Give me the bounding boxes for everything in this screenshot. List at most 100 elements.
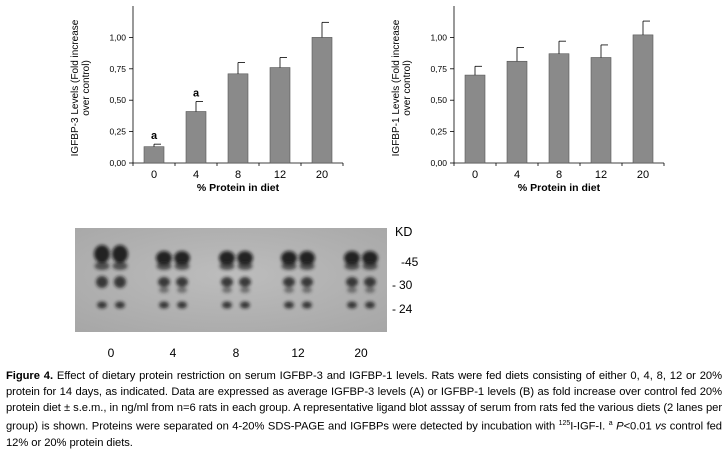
blot-band: [344, 262, 360, 270]
blot-band: [301, 277, 313, 287]
caption-text-4: control fed 12% or 20% protein diets.: [6, 421, 722, 449]
bar: [269, 67, 291, 164]
blot-band: [237, 251, 253, 265]
blot-band: [302, 301, 312, 309]
blot-band: [94, 245, 110, 263]
blot-band: [283, 277, 295, 287]
marker-label-30: 30: [399, 278, 413, 292]
lane-label: 8: [233, 346, 240, 360]
blot-band: [346, 277, 358, 287]
blot-band: [159, 301, 169, 309]
caption-sup-125: 125: [558, 420, 571, 428]
blot-band: [174, 262, 190, 270]
blot-band: [94, 262, 110, 270]
blot-band: [158, 277, 170, 287]
bar: [311, 37, 333, 164]
y-tick-label: 0,75: [430, 64, 447, 74]
bar: [227, 73, 249, 164]
blot-band: [112, 262, 128, 270]
blot-band: [114, 276, 126, 288]
x-tick-label: 8: [235, 169, 241, 181]
marker-label-45: 45: [405, 255, 419, 269]
blot-band: [281, 262, 297, 270]
marker-45: - 45: [401, 255, 419, 269]
blot-band: [174, 251, 190, 265]
blot-band: [364, 277, 376, 287]
bar: [506, 60, 528, 164]
chart-b-igfbp1: 0,00 0,25 0,50 0,75 1,00 0 4 8 12 20 % Protein in …: [391, 6, 665, 194]
blot-band: [176, 277, 188, 287]
x-tick-label: 4: [193, 169, 199, 181]
blot-band: [97, 301, 107, 309]
chart-a-igfbp3: 0,00 0,25 0,50 0,75 1,00 0 a 4 a 8 12 20 % Protein i…: [70, 6, 344, 194]
caption-text-2: I-IGF-I.: [570, 421, 609, 434]
ligand-blot: [75, 228, 387, 332]
x-tick-label: 12: [595, 169, 607, 181]
significance-annotation: a: [193, 87, 200, 99]
caption-p: P: [612, 421, 624, 434]
x-tick-label: 20: [637, 169, 649, 181]
caption-text-3: <0.01: [623, 421, 656, 434]
x-axis-label: % Protein in diet: [197, 182, 280, 194]
blot-band: [156, 251, 172, 265]
blot-band: [115, 301, 125, 309]
y-tick-label: 0,00: [109, 158, 126, 168]
lane-label: 0: [108, 346, 115, 360]
bar: [548, 53, 570, 164]
x-tick-label: 0: [472, 169, 478, 181]
figure-caption: Figure 4. Effect of dietary protein rest…: [6, 369, 722, 452]
blot-band: [240, 301, 250, 309]
y-tick-label: 1,00: [430, 32, 447, 42]
blot-band: [177, 301, 187, 309]
blot-band: [177, 287, 187, 293]
kd-label: KD: [395, 225, 412, 239]
blot-band: [156, 262, 172, 270]
blot-band: [281, 251, 297, 265]
blot-band: [284, 301, 294, 309]
y-tick-label: 0,75: [109, 64, 126, 74]
x-tick-label: 0: [151, 169, 157, 181]
figure-label: Figure 4.: [6, 370, 54, 382]
significance-annotation: a: [151, 130, 158, 142]
blot-band: [299, 262, 315, 270]
x-tick-label: 8: [556, 169, 562, 181]
caption-vs: vs: [655, 421, 667, 434]
blot-band: [344, 251, 360, 265]
blot-band: [240, 287, 250, 293]
y-axis-label: IGFBP-3 Levels (Fold increaseover contro…: [70, 19, 92, 156]
y-tick-label: 0,25: [109, 127, 126, 137]
blot-band: [96, 276, 108, 288]
marker-30: - 30: [392, 278, 413, 292]
bar: [143, 146, 165, 164]
blot-band: [299, 251, 315, 265]
lane-label: 4: [170, 346, 177, 360]
blot-band: [222, 287, 232, 293]
y-tick-label: 0,25: [430, 127, 447, 137]
blot-band: [237, 262, 253, 270]
marker-24: - 24: [392, 302, 413, 316]
bar: [185, 111, 207, 164]
y-tick-label: 1,00: [109, 32, 126, 42]
bar: [590, 57, 612, 164]
caption-sup-a: a: [608, 420, 613, 428]
blot-band: [347, 301, 357, 309]
y-tick-label: 0,00: [430, 158, 447, 168]
blot-band: [362, 262, 378, 270]
blot-band: [219, 251, 235, 265]
blot-band: [302, 287, 312, 293]
y-tick-label: 0,50: [109, 95, 126, 105]
blot-band: [284, 287, 294, 293]
caption-text-1: Effect of dietary protein restriction on…: [6, 370, 722, 434]
bar: [632, 34, 654, 164]
blot-band: [365, 301, 375, 309]
blot-lane-labels: 0 4 8 12 20: [108, 346, 368, 360]
x-tick-label: 4: [514, 169, 520, 181]
lane-label: 12: [291, 346, 305, 360]
marker-label-24: 24: [399, 302, 413, 316]
blot-band: [347, 287, 357, 293]
y-tick-label: 0,50: [430, 95, 447, 105]
svg-text:-: -: [392, 302, 396, 316]
blot-band: [239, 277, 251, 287]
blot-band: [365, 287, 375, 293]
x-tick-label: 12: [274, 169, 286, 181]
